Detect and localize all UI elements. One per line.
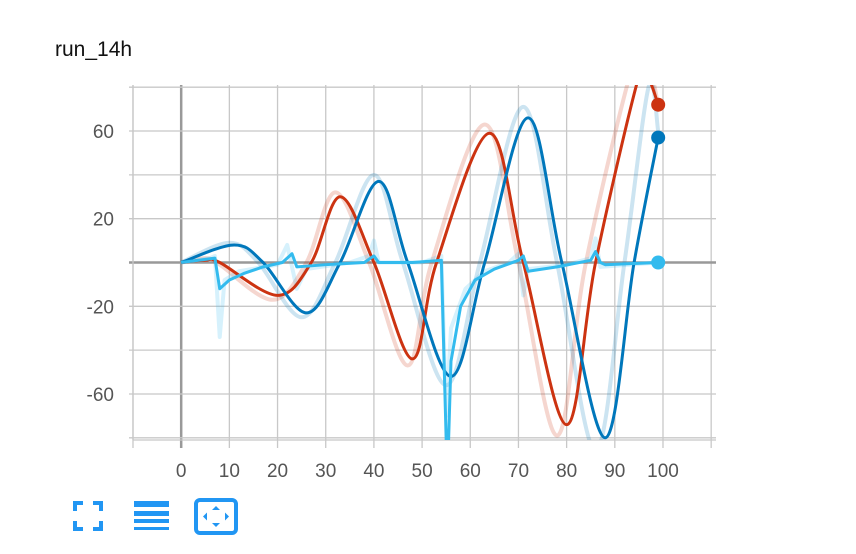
- end-point-marker: [651, 97, 666, 112]
- y-tick-label: -60: [87, 385, 114, 406]
- x-tick-label: 90: [604, 461, 625, 482]
- smoothed-line-series-0: [181, 85, 660, 427]
- toggle-log-scale-button[interactable]: [133, 498, 170, 534]
- end-point-marker: [651, 130, 666, 145]
- smoothed-line-series-1: [180, 116, 660, 440]
- tick-labels: 0 10 20 30 40 50 60 70 80 90 100 60 20 -20 -60: [87, 122, 679, 482]
- end-point-marker: [651, 255, 666, 270]
- list-icon: [134, 501, 170, 530]
- x-tick-label: 20: [267, 461, 288, 482]
- x-tick-label: 50: [412, 461, 433, 482]
- plot-area[interactable]: [180, 46, 661, 451]
- fullscreen-icon: [73, 501, 103, 531]
- x-tick-label: 0: [176, 461, 187, 482]
- x-tick-label: 70: [508, 461, 529, 482]
- fullscreen-button[interactable]: [70, 498, 106, 534]
- y-tick-label: 20: [93, 210, 114, 231]
- raw-line-series-0: [180, 85, 661, 438]
- raw-line-series-1: [180, 85, 661, 440]
- x-tick-label: 100: [647, 461, 679, 482]
- fit-domain-icon: [194, 498, 238, 535]
- fit-domain-button[interactable]: [194, 498, 238, 535]
- end-markers: [651, 97, 666, 270]
- x-tick-label: 10: [219, 461, 240, 482]
- smoothed-line-series-2: [180, 250, 659, 440]
- x-tick-label: 40: [363, 461, 384, 482]
- chart-title: run_14h: [55, 38, 133, 61]
- x-tick-label: 30: [315, 461, 336, 482]
- y-tick-label: -20: [87, 297, 114, 318]
- x-tick-label: 60: [460, 461, 481, 482]
- x-tick-label: 80: [556, 461, 577, 482]
- y-tick-label: 60: [93, 122, 114, 143]
